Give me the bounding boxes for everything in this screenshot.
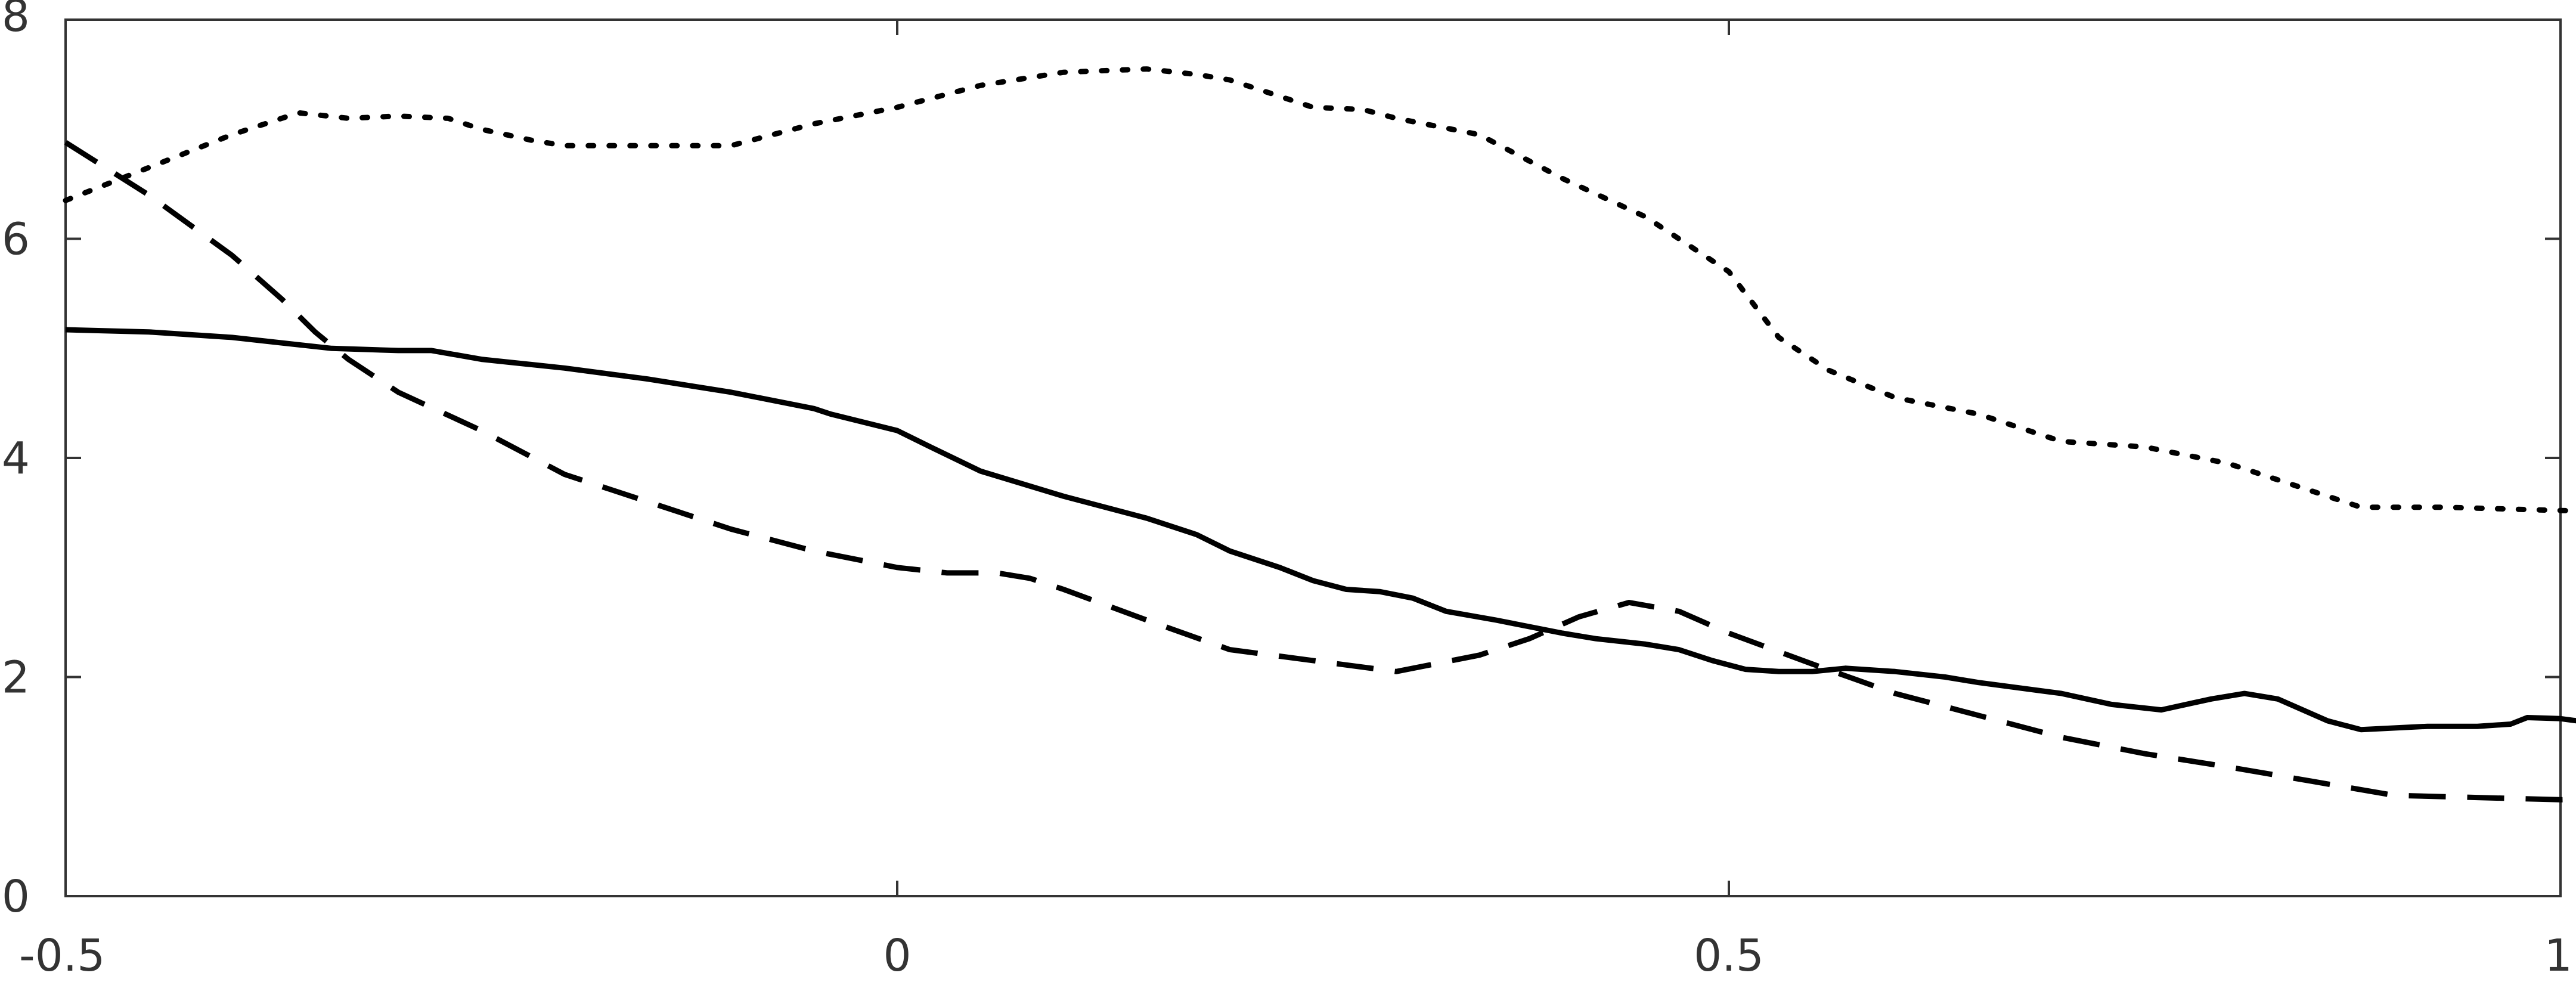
- y-tick-label: 4: [2, 433, 30, 484]
- y-tick-label: 2: [2, 652, 30, 704]
- x-tick-label: 0: [883, 930, 911, 980]
- y-tick-label: 0: [2, 871, 30, 922]
- y-tick-label: 8: [2, 0, 30, 42]
- axis-ticks: [64, 18, 2562, 897]
- y-tick-label: 6: [2, 214, 30, 265]
- series-lines: [63, 66, 2576, 803]
- plot-frame: [64, 18, 2562, 897]
- series-line-solid: [65, 327, 2576, 733]
- series-line-dashed: [64, 140, 2576, 803]
- x-tick-label: -0.5: [19, 930, 105, 980]
- x-tick-label: 1: [2544, 930, 2572, 980]
- x-tick-label: 0.5: [1694, 930, 1764, 980]
- series-line-dotted: [63, 66, 2576, 514]
